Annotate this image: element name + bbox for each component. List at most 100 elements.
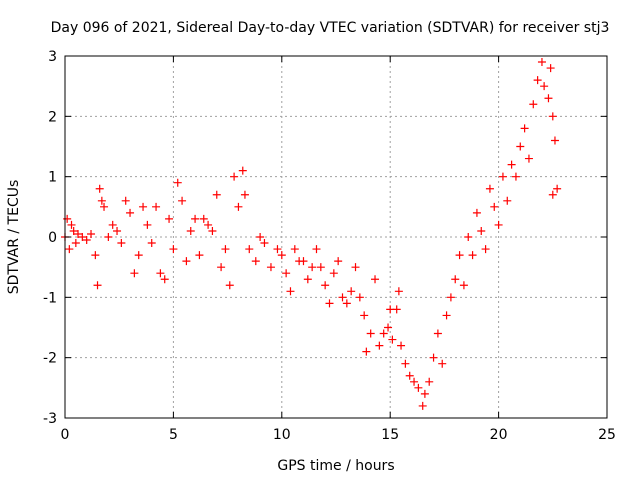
chart-title: Day 096 of 2021, Sidereal Day-to-day VTE… (51, 20, 610, 36)
data-point (425, 377, 434, 386)
data-point (204, 220, 213, 229)
data-point (286, 287, 295, 296)
data-point (100, 202, 109, 211)
data-point (251, 257, 260, 266)
y-axis-ticks: -3 -2 -1 0 1 2 3 (43, 49, 607, 427)
data-point (143, 220, 152, 229)
data-point (316, 263, 325, 272)
data-point (234, 202, 243, 211)
data-point (360, 311, 369, 320)
data-point (256, 233, 265, 241)
data-point (126, 208, 135, 217)
data-point (405, 371, 414, 380)
data-point (548, 112, 557, 121)
data-point (240, 190, 249, 199)
data-point (173, 178, 182, 187)
data-point (366, 329, 375, 338)
data-point (388, 335, 397, 344)
data-point (392, 305, 401, 314)
data-point (511, 172, 520, 181)
data-point (217, 263, 226, 272)
data-point (113, 226, 122, 235)
y-tick-label: -1 (43, 290, 57, 306)
data-point (95, 184, 104, 193)
data-point (533, 76, 542, 85)
data-point (121, 196, 130, 205)
data-point (455, 251, 464, 260)
data-point (225, 281, 234, 290)
data-point (548, 190, 557, 199)
x-tick-label: 10 (273, 427, 291, 443)
data-point (516, 142, 525, 151)
x-axis-ticks: 0 5 10 15 20 25 (61, 56, 616, 443)
data-point (139, 202, 148, 211)
data-point (375, 341, 384, 350)
data-point (550, 136, 559, 145)
data-point (97, 196, 106, 205)
data-point (329, 269, 338, 278)
data-point (362, 347, 371, 356)
grid (65, 56, 607, 418)
data-point (438, 359, 447, 368)
data-point (273, 245, 282, 254)
data-point (82, 236, 91, 245)
data-point (334, 257, 343, 266)
data-point (87, 229, 96, 238)
data-point (418, 401, 427, 410)
data-point (503, 196, 512, 205)
data-point (394, 287, 403, 296)
x-tick-label: 15 (381, 427, 399, 443)
data-point (221, 245, 230, 254)
data-point (312, 245, 321, 254)
data-point (165, 214, 174, 223)
data-point (481, 245, 490, 254)
data-point (546, 64, 555, 73)
data-point (195, 251, 204, 260)
data-point (67, 220, 76, 229)
data-point (338, 293, 347, 302)
data-point (477, 226, 486, 235)
data-point (134, 251, 143, 260)
x-axis-label: GPS time / hours (277, 458, 394, 474)
data-points (61, 58, 562, 410)
data-point (266, 263, 275, 272)
data-point (91, 251, 100, 260)
data-point (321, 281, 330, 290)
data-point (529, 100, 538, 109)
x-tick-label: 5 (169, 427, 178, 443)
data-point (156, 269, 165, 278)
data-point (208, 226, 217, 235)
data-point (371, 275, 380, 284)
data-point (433, 329, 442, 338)
data-point (117, 239, 126, 248)
data-point (230, 172, 239, 181)
data-point (74, 229, 83, 238)
data-point (93, 281, 102, 290)
data-point (199, 214, 208, 223)
data-point (290, 245, 299, 254)
data-point (553, 184, 562, 193)
data-point (540, 82, 549, 91)
data-point (524, 154, 533, 163)
data-point (282, 269, 291, 278)
data-point (63, 214, 72, 223)
data-point (451, 275, 460, 284)
data-point (485, 184, 494, 193)
data-point (182, 257, 191, 266)
data-point (342, 299, 351, 308)
data-point (178, 196, 187, 205)
data-point (169, 245, 178, 254)
data-point (160, 275, 169, 284)
data-point (104, 233, 113, 241)
data-point (420, 389, 429, 398)
data-point (355, 293, 364, 302)
data-point (537, 58, 546, 67)
data-point (186, 226, 195, 235)
data-point (69, 226, 78, 235)
data-point (191, 214, 200, 223)
data-point (238, 166, 247, 175)
y-tick-label: 0 (48, 230, 57, 246)
data-point (303, 275, 312, 284)
data-point (108, 220, 117, 229)
